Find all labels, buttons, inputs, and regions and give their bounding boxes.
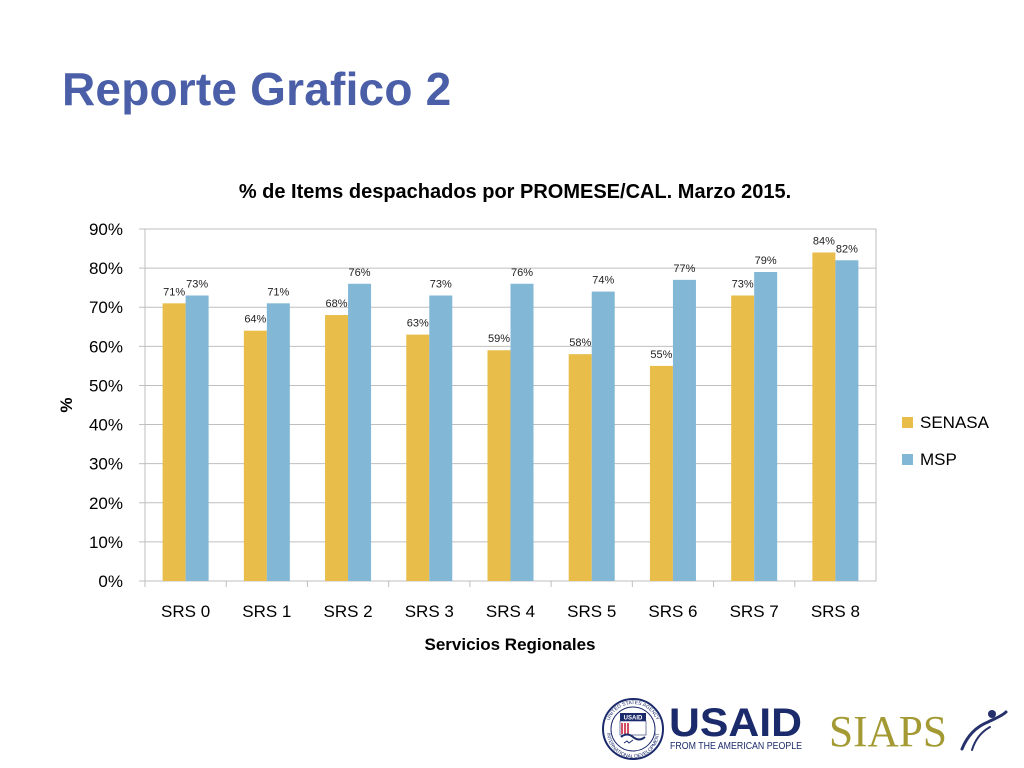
- bar-msp: [510, 283, 534, 581]
- legend-label-msp: MSP: [920, 450, 957, 469]
- legend-label-senasa: SENASA: [920, 413, 990, 432]
- y-tick-label: 0%: [98, 572, 123, 591]
- legend-swatch-senasa: [902, 417, 913, 428]
- data-label: 58%: [569, 337, 591, 349]
- data-labels: 71%73%64%71%68%76%63%73%59%76%58%74%55%7…: [163, 235, 858, 360]
- bar-msp: [429, 295, 453, 581]
- bar-msp: [672, 279, 696, 581]
- usaid-tagline: FROM THE AMERICAN PEOPLE: [670, 741, 802, 752]
- data-label: 71%: [163, 286, 185, 298]
- usaid-seal: UNITED STATES AGENCY INTERNATIONAL DEVEL…: [602, 698, 664, 760]
- data-label: 73%: [186, 278, 208, 290]
- data-label: 73%: [430, 278, 452, 290]
- bar-msp: [835, 260, 859, 581]
- x-tick-label: SRS 5: [567, 602, 616, 621]
- x-tick-label: SRS 0: [161, 602, 210, 621]
- x-tick-label: SRS 4: [486, 602, 535, 621]
- y-tick-label: 30%: [89, 455, 123, 474]
- bar-senasa: [649, 365, 673, 581]
- x-tick-label: SRS 3: [405, 602, 454, 621]
- usaid-seal-inner-text: USAID: [624, 716, 643, 722]
- x-tick-label: SRS 1: [242, 602, 291, 621]
- bar-msp: [185, 295, 209, 581]
- bar-msp: [591, 291, 615, 581]
- data-label: 74%: [592, 275, 614, 287]
- bar-senasa: [325, 315, 349, 581]
- y-tick-label: 20%: [89, 494, 123, 513]
- data-label: 82%: [836, 243, 858, 255]
- bar-msp: [348, 283, 372, 581]
- slide-title: Reporte Grafico 2: [62, 63, 452, 115]
- x-axis-ticks: SRS 0 SRS 1 SRS 2 SRS 3 SRS 4 SRS 5 SRS 6 SRS 7…: [161, 602, 860, 621]
- y-tick-label: 60%: [89, 337, 123, 356]
- x-tick-label: SRS 8: [811, 602, 860, 621]
- data-label: 84%: [813, 235, 835, 247]
- legend-swatch-msp: [902, 454, 913, 465]
- data-label: 64%: [244, 314, 266, 326]
- usaid-wordmark: USAID: [669, 701, 802, 745]
- bar-senasa: [243, 330, 267, 581]
- y-tick-label: 10%: [89, 533, 123, 552]
- footer-logos: UNITED STATES AGENCY INTERNATIONAL DEVEL…: [602, 698, 1008, 760]
- x-tick-label: SRS 6: [648, 602, 697, 621]
- x-tick-label: SRS 7: [730, 602, 779, 621]
- bar-senasa: [487, 350, 511, 581]
- bar-msp: [266, 303, 290, 581]
- y-tick-label: 70%: [89, 298, 123, 317]
- y-tick-label: 50%: [89, 376, 123, 395]
- bar-senasa: [568, 354, 592, 581]
- data-label: 76%: [511, 267, 533, 279]
- y-tick-label: 40%: [89, 416, 123, 435]
- y-tick-label: 80%: [89, 259, 123, 278]
- y-axis-label: %: [57, 397, 76, 412]
- y-tick-label: 90%: [89, 220, 123, 239]
- bar-senasa: [162, 303, 186, 581]
- x-tick-label: SRS 2: [323, 602, 372, 621]
- data-label: 63%: [407, 318, 429, 330]
- bar-senasa: [406, 334, 430, 581]
- data-label: 68%: [326, 298, 348, 310]
- chart-title: % de Items despachados por PROMESE/CAL. …: [239, 181, 791, 203]
- bar-senasa: [812, 252, 836, 581]
- bars: [162, 252, 859, 581]
- bar-senasa: [731, 295, 755, 581]
- data-label: 79%: [755, 255, 777, 267]
- data-label: 59%: [488, 333, 510, 345]
- legend: SENASA MSP: [902, 413, 990, 469]
- y-axis-ticks: 0% 10% 20% 30% 40% 50% 60% 70% 80% 90%: [89, 220, 123, 591]
- bar-msp: [754, 272, 778, 581]
- data-label: 55%: [650, 349, 672, 361]
- data-label: 73%: [732, 278, 754, 290]
- x-axis-label: Servicios Regionales: [424, 635, 595, 654]
- data-label: 76%: [349, 267, 371, 279]
- siaps-wordmark: SIAPS: [829, 707, 947, 756]
- data-label: 77%: [673, 263, 695, 275]
- data-label: 71%: [267, 286, 289, 298]
- siaps-figure-icon: [960, 710, 1008, 751]
- bar-chart: % de Items despachados por PROMESE/CAL. …: [57, 181, 990, 654]
